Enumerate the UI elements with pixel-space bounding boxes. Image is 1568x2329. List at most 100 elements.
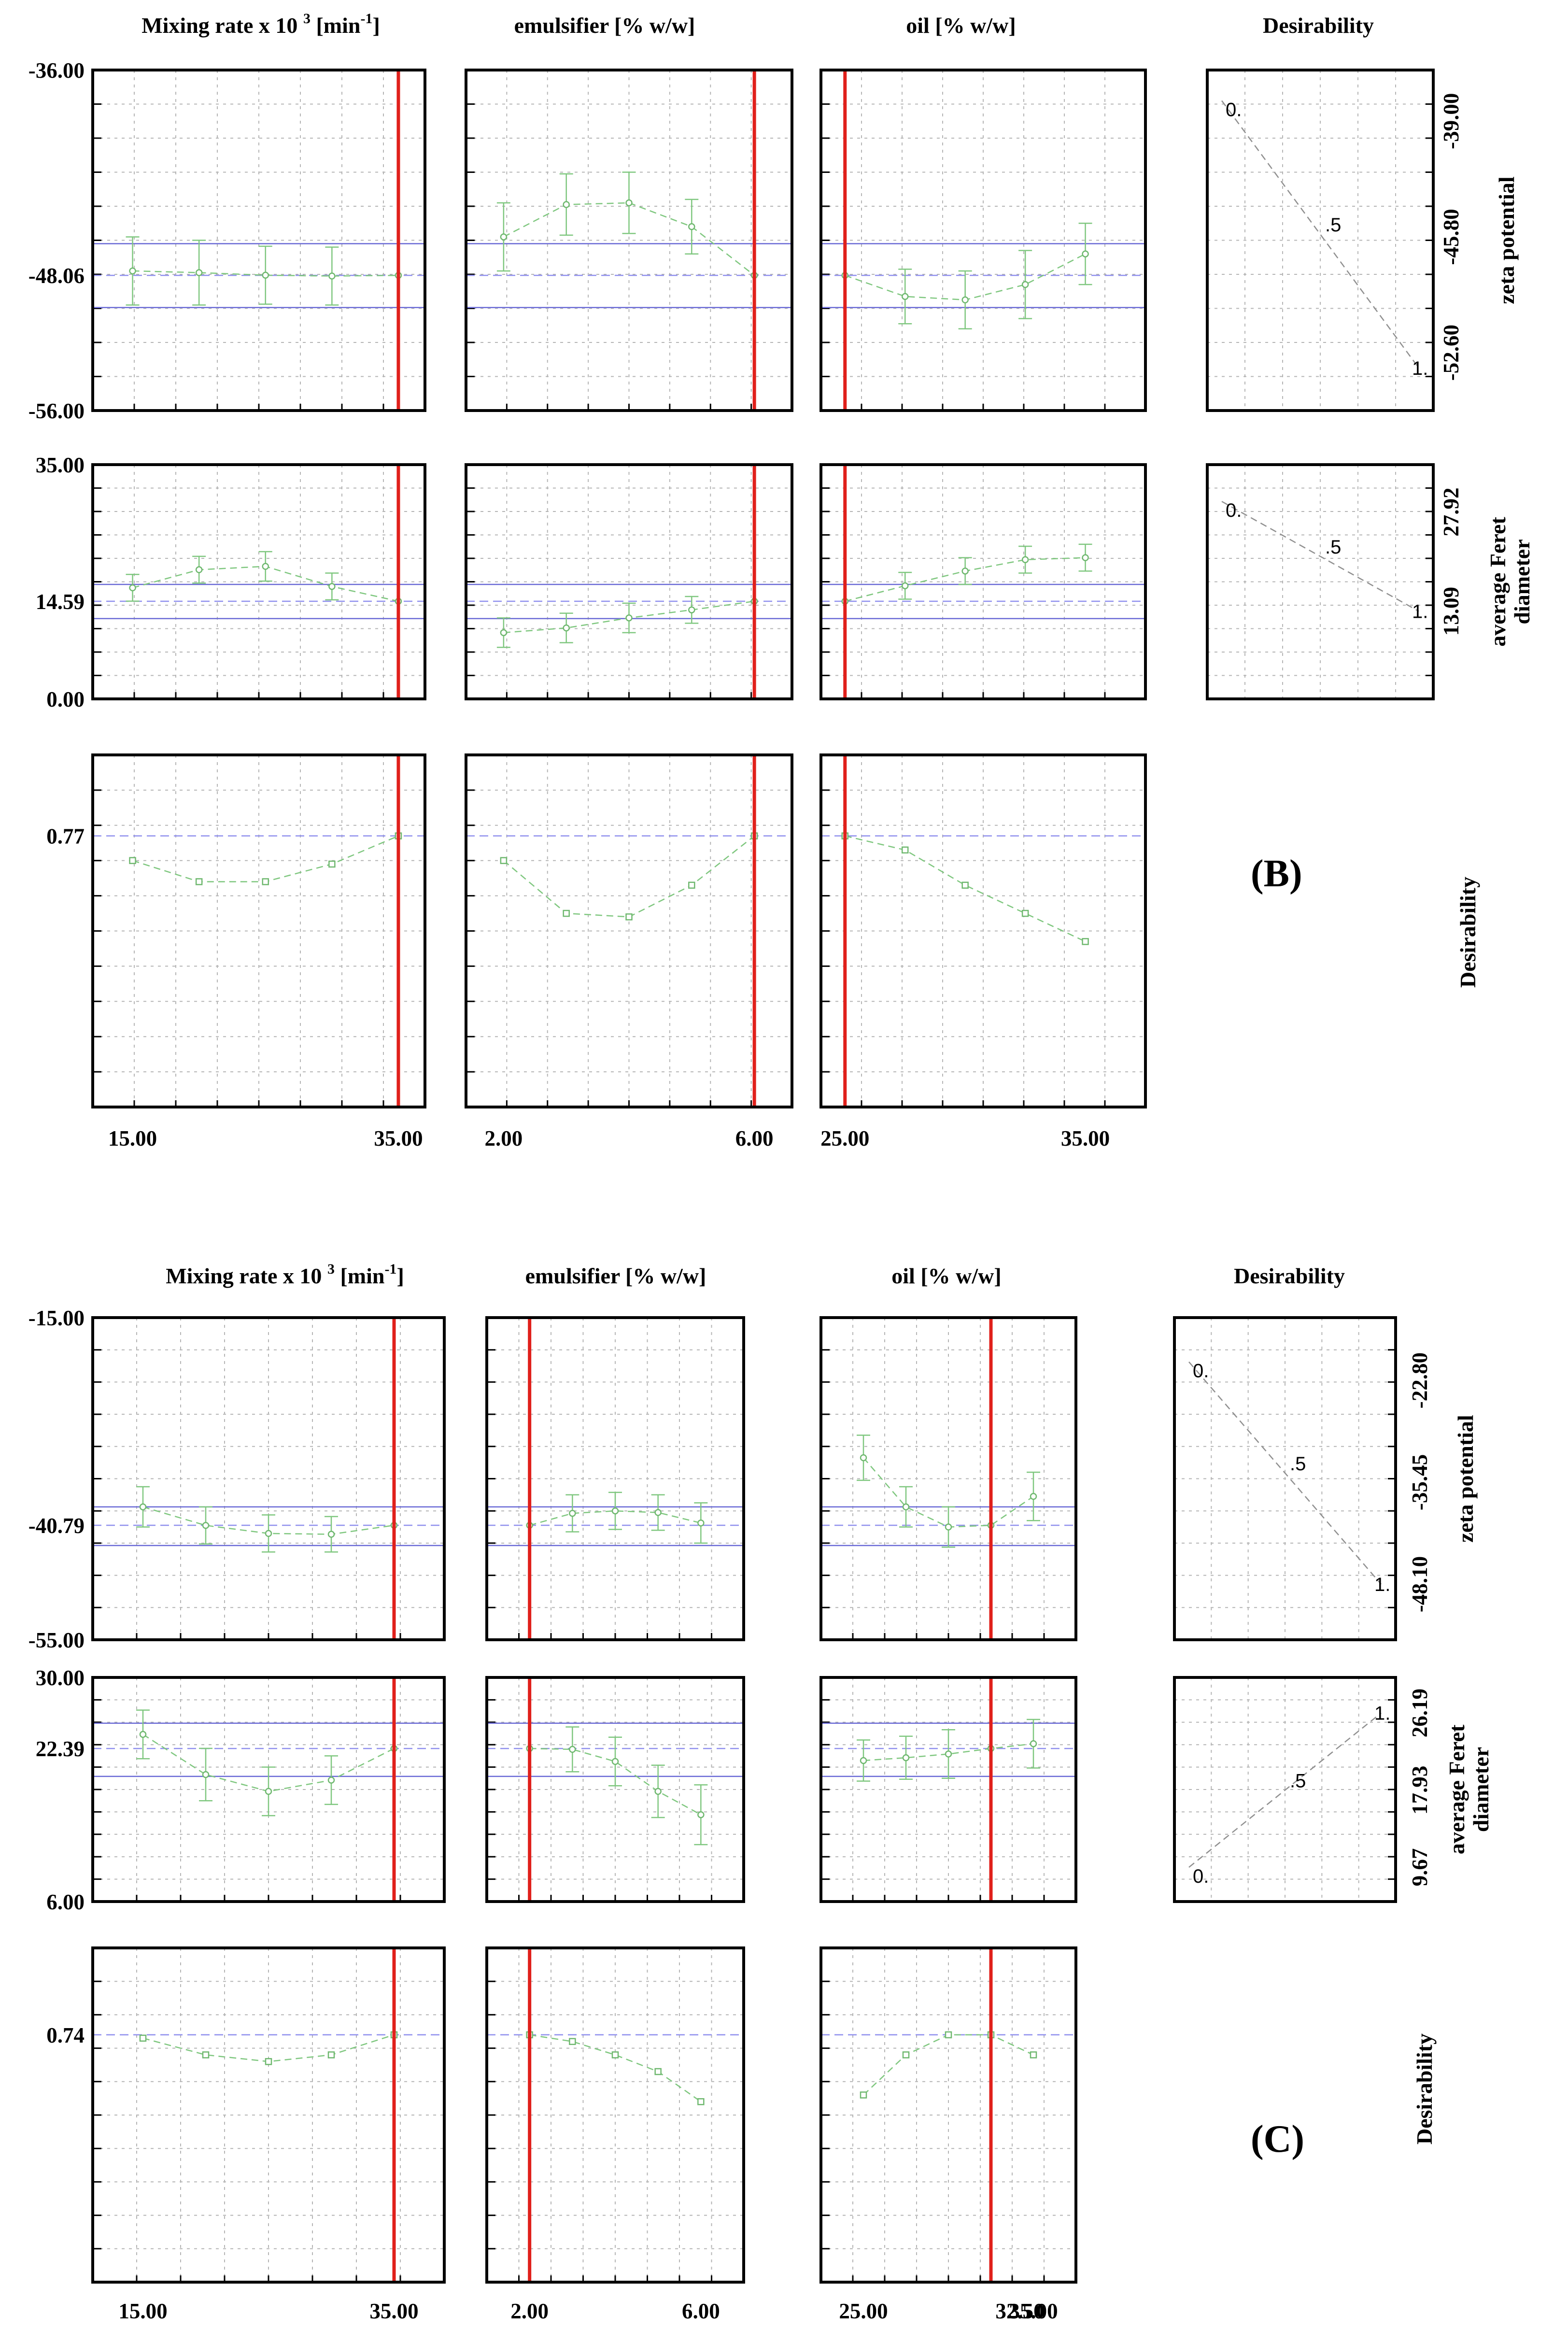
data-point bbox=[139, 2034, 147, 2042]
panel-c-desirability-fn-r0 bbox=[1173, 1316, 1397, 1641]
panel-c-xtick-f0-0: 15.00 bbox=[118, 2299, 167, 2323]
panel-c-plot-r2-f0 bbox=[91, 1946, 446, 2284]
panel-b-xtick-f2-1: 35.00 bbox=[1061, 1126, 1110, 1150]
panel-c-r0-dtick-0: -22.80 bbox=[1408, 1352, 1432, 1408]
data-point bbox=[654, 1509, 662, 1516]
panel-c-r0-dlabel-0: 0. bbox=[1193, 1361, 1209, 1382]
panel-b-plot-r1-f1 bbox=[465, 463, 793, 700]
panel-b-r1-dlabel-0: 0. bbox=[1226, 500, 1242, 521]
data-point bbox=[697, 2098, 705, 2105]
panel-c-plot-r0-f2 bbox=[819, 1316, 1077, 1641]
data-point bbox=[688, 881, 695, 889]
panel-b-plot-r1-f2 bbox=[819, 463, 1147, 700]
data-point bbox=[860, 1757, 867, 1764]
data-point bbox=[563, 624, 570, 632]
desirability-function-line bbox=[1188, 1712, 1382, 1868]
panel-b-r1-ytick-1: 14.59 bbox=[36, 590, 85, 614]
panel-b-r0-dtick-1: -45.80 bbox=[1439, 209, 1463, 265]
panel-b-xtick-f1-0: 2.00 bbox=[485, 1126, 523, 1150]
panel-c-plot-r1-f0 bbox=[91, 1676, 446, 1903]
data-point bbox=[654, 1788, 662, 1795]
panel-c-extra-xlabel: 32.50 bbox=[995, 2299, 1044, 2323]
data-point bbox=[901, 293, 909, 300]
panel-b-plot-r1-f0 bbox=[91, 463, 426, 700]
panel-c-header-0: Mixing rate x 10 3 [min-1] bbox=[166, 1261, 404, 1288]
panel-b-r1-ytick-0: 35.00 bbox=[36, 453, 85, 477]
data-point bbox=[202, 1771, 210, 1778]
desirability-function-line bbox=[1221, 100, 1420, 369]
response-curve bbox=[863, 1743, 1034, 1761]
response-curve bbox=[845, 835, 1086, 942]
data-point bbox=[945, 2031, 952, 2039]
panel-c-xtick-f2-1: 35.00 bbox=[1009, 2299, 1058, 2323]
panel-b-plot-r2-f1 bbox=[465, 753, 793, 1108]
data-point bbox=[265, 1788, 272, 1795]
data-point bbox=[945, 1750, 952, 1758]
data-point bbox=[328, 272, 336, 280]
panel-b-r1-ytick-2: 0.00 bbox=[46, 687, 85, 711]
response-curve bbox=[503, 202, 755, 276]
response-curve bbox=[503, 835, 755, 918]
panel-b-r1-name: average Feretdiameter bbox=[1485, 517, 1534, 647]
data-point bbox=[961, 296, 969, 304]
panel-b-plot-r0-f0 bbox=[91, 69, 426, 412]
data-point bbox=[901, 582, 909, 590]
panel-c-r0-dlabel-2: 1. bbox=[1374, 1574, 1390, 1595]
panel-c-r1-ytick-0: 30.00 bbox=[36, 1666, 85, 1690]
data-point bbox=[139, 1731, 147, 1738]
response-curve bbox=[529, 2034, 702, 2102]
panel-c-r1-dlabel-2: 1. bbox=[1374, 1703, 1390, 1724]
panel-c-xtick-f1-0: 2.00 bbox=[510, 2299, 549, 2323]
panel-c-r1-dlabel-1: .5 bbox=[1290, 1770, 1306, 1791]
panel-c-r0-ytick-2: -55.00 bbox=[28, 1628, 85, 1652]
panel-c-r0-ytick-0: -15.00 bbox=[28, 1306, 85, 1330]
panel-c-r2-ytick-0: 0.74 bbox=[46, 2023, 85, 2047]
data-point bbox=[569, 1746, 576, 1753]
panel-b-plot-r0-f2 bbox=[819, 69, 1147, 412]
data-point bbox=[195, 878, 203, 885]
panel-c-plot-r1-f1 bbox=[485, 1676, 745, 1903]
panel-c-plot-r2-f1 bbox=[485, 1946, 745, 2284]
data-point bbox=[688, 223, 695, 230]
panel-b-r0-dlabel-2: 1. bbox=[1412, 358, 1428, 379]
panel-b-tag: (B) bbox=[1251, 852, 1302, 895]
panel-b-r0-dtick-2: -52.60 bbox=[1439, 325, 1463, 381]
data-point bbox=[569, 1509, 576, 1517]
panel-b-xtick-f0-1: 35.00 bbox=[374, 1126, 423, 1150]
panel-b-plot-r2-f0 bbox=[91, 753, 426, 1108]
data-point bbox=[327, 1531, 335, 1538]
panel-b-r0-ytick-0: -36.00 bbox=[28, 58, 85, 83]
panel-b-r0-name: zeta potential bbox=[1494, 176, 1519, 304]
panel-c-r1-name: average Feretdiameter bbox=[1444, 1724, 1493, 1854]
data-point bbox=[500, 233, 508, 241]
panel-b-r0-ytick-1: -48.06 bbox=[28, 264, 85, 288]
data-point bbox=[625, 913, 633, 921]
data-point bbox=[195, 566, 203, 573]
panel-c-plot-r0-f0 bbox=[91, 1316, 446, 1641]
panel-c-plot-r0-f1 bbox=[485, 1316, 745, 1641]
data-point bbox=[1021, 281, 1029, 288]
data-point bbox=[569, 2038, 576, 2045]
panel-b-r2-ytick-0: 0.77 bbox=[46, 824, 85, 849]
panel-c-header-2: oil [% w/w] bbox=[891, 1264, 1001, 1288]
panel-c-xtick-f0-1: 35.00 bbox=[369, 2299, 418, 2323]
data-point bbox=[262, 271, 269, 279]
panel-c-r0-name: zeta potential bbox=[1453, 1415, 1478, 1542]
data-point bbox=[902, 1754, 910, 1761]
response-curve bbox=[529, 1747, 701, 1816]
panel-b-r0-dlabel-0: 0. bbox=[1226, 99, 1242, 120]
panel-c-r1-ytick-2: 6.00 bbox=[46, 1890, 85, 1914]
panel-c-r0-dtick-2: -48.10 bbox=[1408, 1556, 1432, 1612]
data-point bbox=[328, 582, 336, 590]
data-point bbox=[901, 846, 909, 854]
panel-b-header-2: oil [% w/w] bbox=[906, 13, 1016, 38]
data-point bbox=[563, 909, 570, 917]
panel-b-r1-dlabel-1: .5 bbox=[1325, 537, 1341, 558]
panel-b-desirability-label: Desirability bbox=[1455, 877, 1480, 988]
data-point bbox=[945, 1523, 952, 1531]
panel-c-xtick-f2-0: 25.00 bbox=[839, 2299, 888, 2323]
panel-c-r0-ytick-1: -40.79 bbox=[28, 1514, 85, 1538]
panel-c-r1-ytick-1: 22.39 bbox=[36, 1737, 85, 1761]
data-point bbox=[1021, 556, 1029, 564]
